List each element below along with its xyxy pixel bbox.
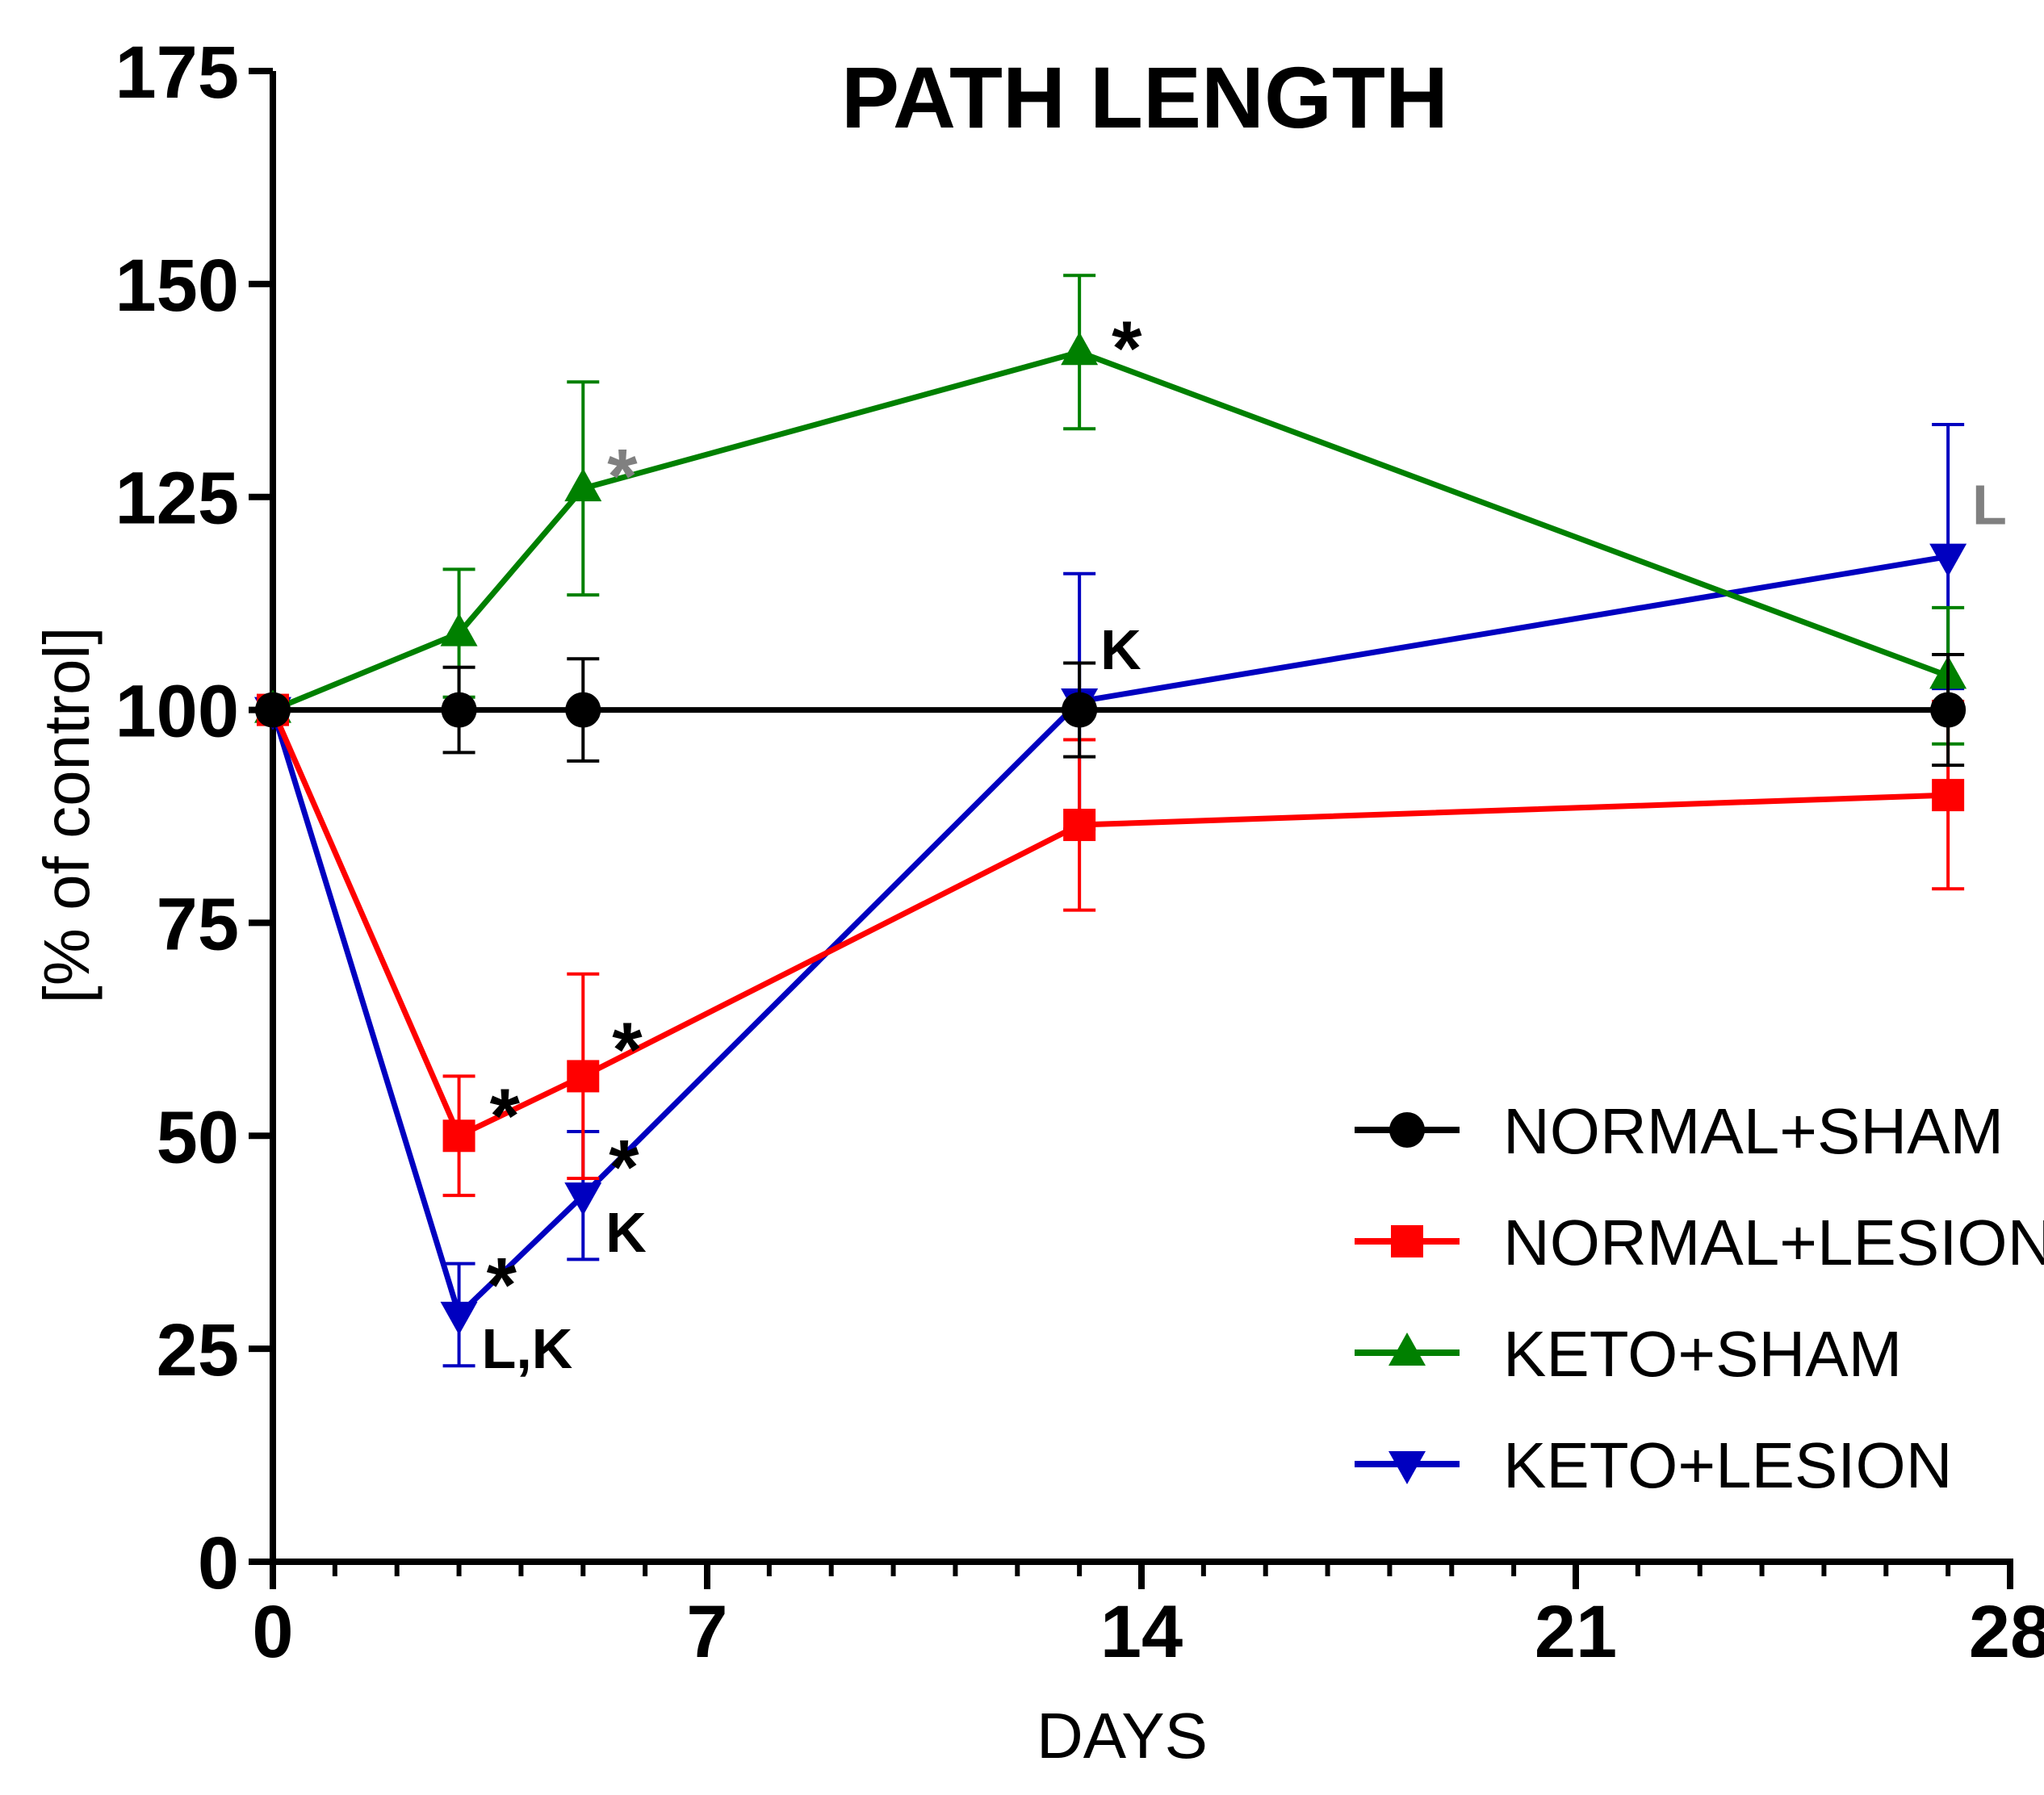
x-tick-label: 7 bbox=[686, 1591, 727, 1673]
series-line bbox=[270, 709, 1949, 1139]
y-tick-label: 100 bbox=[115, 671, 240, 753]
y-tick-label: 125 bbox=[115, 458, 240, 540]
data-point bbox=[1061, 332, 1099, 366]
x-tick-label: 21 bbox=[1535, 1591, 1617, 1673]
y-axis-label: [% of control] bbox=[31, 627, 103, 1004]
legend-label: KETO+LESION bbox=[1503, 1429, 1953, 1501]
significance-annotation: L,K bbox=[482, 1317, 573, 1380]
x-tick-label: 0 bbox=[252, 1591, 293, 1673]
significance-annotation: * bbox=[1112, 305, 1142, 391]
legend-label: KETO+SHAM bbox=[1503, 1318, 1902, 1390]
x-axis-label: DAYS bbox=[1037, 1700, 1208, 1772]
legend-label: NORMAL+LESION bbox=[1503, 1207, 2044, 1278]
y-tick-label: 50 bbox=[157, 1096, 239, 1178]
x-tick-label: 14 bbox=[1100, 1591, 1183, 1673]
data-point bbox=[1932, 779, 1965, 812]
legend-marker bbox=[1388, 1333, 1426, 1366]
data-point bbox=[255, 692, 291, 728]
legend-marker bbox=[1391, 1225, 1423, 1257]
data-point bbox=[564, 468, 602, 502]
series-normal-sham bbox=[255, 652, 1967, 768]
data-point bbox=[440, 613, 478, 646]
y-tick-label: 0 bbox=[198, 1522, 239, 1605]
chart-title: PATH LENGTH bbox=[841, 48, 1448, 146]
y-tick-label: 150 bbox=[115, 245, 240, 327]
significance-annotation: * bbox=[607, 433, 638, 520]
x-tick-label: 28 bbox=[1969, 1591, 2044, 1673]
data-point bbox=[440, 1301, 478, 1335]
legend-item: KETO+LESION bbox=[1355, 1429, 1953, 1501]
legend-item: NORMAL+SHAM bbox=[1355, 1095, 2004, 1167]
y-tick-label: 25 bbox=[157, 1309, 239, 1391]
data-point bbox=[1063, 809, 1096, 842]
legend-item: KETO+SHAM bbox=[1355, 1318, 1902, 1390]
significance-annotation: * bbox=[609, 1124, 639, 1211]
data-point bbox=[567, 1060, 600, 1093]
legend-marker bbox=[1389, 1112, 1425, 1148]
legend-item: NORMAL+LESION bbox=[1355, 1207, 2044, 1278]
data-point bbox=[1929, 543, 1967, 577]
y-tick-label: 175 bbox=[115, 31, 240, 114]
y-tick-label: 75 bbox=[157, 883, 239, 965]
data-point bbox=[1930, 692, 1967, 728]
data-point bbox=[442, 1119, 475, 1153]
legend-marker bbox=[1388, 1451, 1426, 1484]
data-point bbox=[564, 1182, 602, 1216]
significance-annotation: * bbox=[490, 1073, 521, 1159]
significance-annotation: L bbox=[1972, 474, 2007, 537]
significance-annotation: K bbox=[605, 1201, 647, 1264]
significance-annotation: * bbox=[612, 1006, 643, 1093]
significance-annotation: K bbox=[1100, 618, 1141, 681]
legend-label: NORMAL+SHAM bbox=[1503, 1095, 2004, 1167]
data-point bbox=[1062, 692, 1098, 728]
data-point bbox=[441, 692, 477, 728]
data-point bbox=[565, 692, 601, 728]
significance-annotation: * bbox=[487, 1242, 517, 1328]
